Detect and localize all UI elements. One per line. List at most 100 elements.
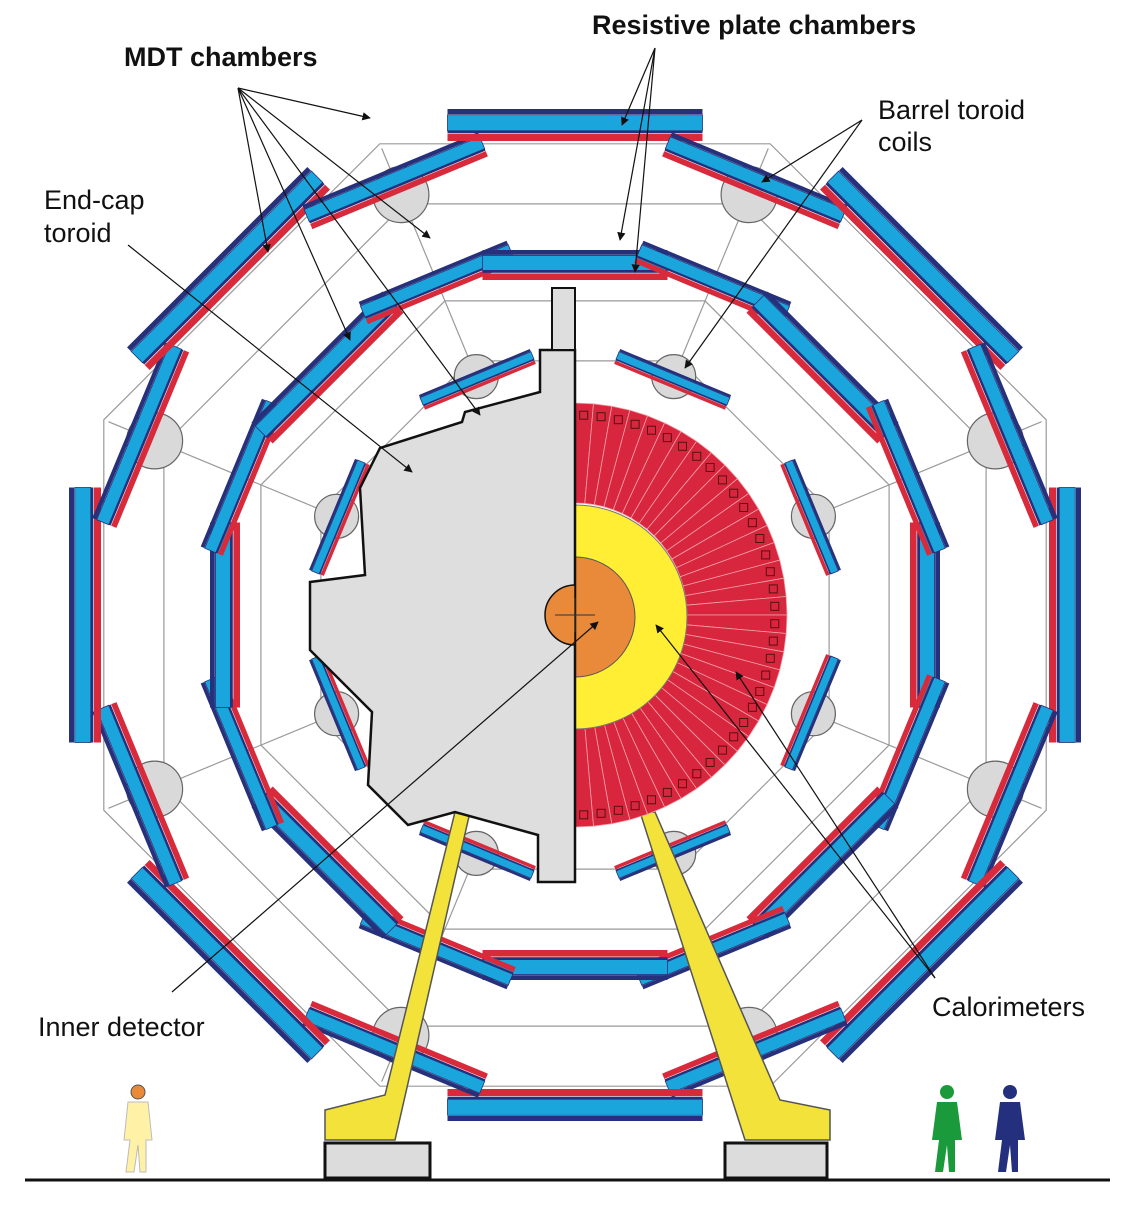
- chamber-strip: [302, 132, 480, 209]
- calorimeter-cell: [770, 601, 780, 611]
- chamber-strip: [615, 823, 727, 871]
- chamber-strip: [319, 655, 367, 767]
- mdt-layer: [872, 399, 946, 554]
- calorimeter-sectors: [574, 402, 788, 828]
- calorimeter-cell: [718, 475, 727, 485]
- rpc-layer: [634, 257, 785, 325]
- label-resistive-plate-chambers: Resistive plate chambers: [592, 10, 917, 40]
- mdt-layer: [784, 655, 839, 771]
- mdt-layer: [1058, 487, 1076, 743]
- mdt-layer: [826, 170, 1020, 364]
- chamber-station: [309, 458, 370, 576]
- chamber-strip: [482, 957, 668, 960]
- rpc-layer: [820, 184, 1006, 370]
- person-right: [995, 1085, 1025, 1172]
- chamber-strip: [935, 522, 940, 708]
- rpc-layer: [217, 405, 285, 556]
- chamber-strip: [1056, 487, 1060, 743]
- support-foot-right: [638, 811, 831, 1141]
- calorimeter-cell: [596, 412, 606, 422]
- chamber-strip: [636, 255, 786, 319]
- rpc-layer: [310, 151, 488, 230]
- chamber-strip: [142, 865, 325, 1048]
- rpc-layer: [233, 522, 240, 708]
- chamber-strip: [302, 1021, 480, 1098]
- arrow-icon: [237, 87, 431, 239]
- rpc-layer: [780, 463, 830, 576]
- chamber-strip: [265, 791, 399, 925]
- label-end-cap-line2: toroid: [44, 218, 112, 248]
- chamber-strip: [884, 681, 950, 832]
- chamber-station: [447, 1089, 703, 1121]
- chamber-strip: [251, 804, 386, 939]
- rpc-layer: [865, 674, 933, 825]
- chamber-strip: [641, 240, 792, 306]
- chamber-station: [1049, 487, 1081, 743]
- chamber-station: [127, 860, 330, 1063]
- chamber-strip: [364, 255, 514, 319]
- chamber-strip: [142, 182, 325, 365]
- chamber-strip: [447, 109, 703, 115]
- calorimeter-cell: [747, 702, 757, 712]
- chamber-station: [865, 674, 950, 832]
- person-middle: [932, 1085, 962, 1172]
- rpc-layer: [111, 702, 190, 880]
- mdt-layer: [968, 704, 1054, 887]
- calorimeter-cell: [705, 758, 715, 767]
- calorimeter-cell: [765, 653, 775, 663]
- chamber-station: [210, 522, 240, 708]
- end-cap-toroid: [308, 348, 577, 884]
- mdt-layer: [96, 343, 182, 526]
- chamber-strip: [90, 487, 94, 743]
- chamber-strip: [108, 349, 184, 526]
- mdt-layer: [664, 136, 847, 222]
- rpc-layer: [144, 860, 330, 1046]
- arrow-icon: [735, 671, 936, 979]
- chamber-strip: [265, 305, 399, 439]
- rpc-layer: [320, 654, 370, 767]
- chamber-strip: [309, 458, 358, 571]
- arrow-icon: [684, 119, 863, 369]
- chamber-strip: [423, 359, 535, 407]
- calorimeter-cell: [768, 584, 778, 594]
- calorimeter-cell: [662, 787, 672, 797]
- person-icon: [940, 1085, 954, 1099]
- chamber-strip: [871, 676, 935, 826]
- chamber-station: [482, 250, 668, 280]
- chamber-station: [302, 132, 488, 230]
- chamber-strip: [981, 342, 1058, 520]
- rpc-layer: [746, 786, 882, 922]
- person-body: [932, 1102, 962, 1172]
- label-calorimeters: Calorimeters: [932, 992, 1086, 1022]
- calorimeter-cell: [613, 805, 623, 815]
- chamber-strip: [215, 676, 279, 826]
- calorimeter-cell: [755, 687, 765, 696]
- arrow-icon: [237, 87, 371, 121]
- mdt-layer: [74, 487, 92, 743]
- chamber-station: [780, 654, 841, 772]
- calorimeter-cell: [729, 488, 739, 498]
- rpc-layer: [447, 1089, 703, 1097]
- calorimeter-cell: [630, 419, 640, 429]
- chamber-strip: [127, 879, 311, 1063]
- calorimeter-cell: [579, 410, 589, 420]
- chamber-strip: [251, 291, 386, 426]
- end-cap-top-block: [551, 287, 576, 351]
- chamber-strip: [92, 342, 169, 520]
- chamber-station: [200, 398, 285, 556]
- chamber-strip: [482, 270, 668, 273]
- calorimeter-cell: [761, 550, 771, 560]
- chamber-strip: [839, 167, 1023, 351]
- chamber-station: [865, 398, 950, 556]
- mdt-layer: [96, 704, 182, 887]
- calorimeter-cell: [729, 732, 739, 742]
- mdt-layer: [303, 136, 486, 222]
- rpc-layer: [482, 273, 668, 280]
- chamber-station: [960, 702, 1058, 888]
- chamber-station: [820, 167, 1023, 370]
- chamber-strip: [200, 398, 266, 549]
- mdt-layer: [968, 343, 1054, 526]
- label-end-cap-line1: End-cap: [44, 185, 145, 215]
- rpc-layer: [614, 360, 727, 410]
- chamber-station: [358, 240, 516, 325]
